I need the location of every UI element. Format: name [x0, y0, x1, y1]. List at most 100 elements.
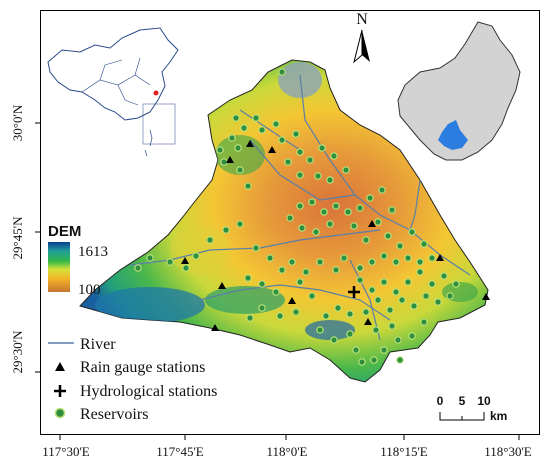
- scale-bar: 0 5 10 km: [437, 394, 508, 423]
- reservoir-marker: [316, 258, 324, 266]
- reservoir-marker: [398, 296, 406, 304]
- reservoir-marker: [244, 182, 252, 190]
- reservoir-marker: [332, 266, 340, 274]
- reservoir-marker: [246, 314, 254, 322]
- reservoir-marker: [396, 356, 404, 364]
- reservoir-marker: [356, 276, 364, 284]
- dem-legend: DEM 1613 100: [48, 223, 108, 298]
- reservoir-marker: [356, 204, 364, 212]
- reservoir-marker: [452, 280, 460, 288]
- reservoir-marker: [370, 356, 378, 364]
- reservoir-marker: [330, 336, 338, 344]
- reservoir-marker: [386, 306, 394, 314]
- rain-gauge-marker: [268, 146, 276, 153]
- reservoir-marker: [308, 198, 316, 206]
- reservoir-marker: [404, 278, 412, 286]
- reservoir-marker: [322, 312, 330, 320]
- rain-gauge-symbol: [55, 362, 65, 371]
- north-arrow-icon: N: [353, 11, 370, 64]
- rain-gauge-marker: [226, 156, 234, 163]
- reservoir-marker: [306, 156, 314, 164]
- rain-gauge-marker: [436, 254, 444, 261]
- reservoir-marker: [232, 114, 240, 122]
- reservoir-marker: [394, 336, 402, 344]
- reservoir-marker: [374, 218, 382, 226]
- reservoir-marker: [272, 288, 280, 296]
- china-inset: [47, 27, 179, 157]
- reservoir-marker: [134, 264, 142, 272]
- reservoir-marker: [296, 171, 304, 179]
- rain-gauge-marker: [181, 257, 189, 264]
- reservoir-marker: [392, 288, 400, 296]
- y-tick-label: 30°0'N: [10, 104, 25, 141]
- reservoir-marker: [384, 232, 392, 240]
- reservoir-marker: [344, 208, 352, 216]
- reservoir-marker: [314, 172, 322, 180]
- svg-text:100: 100: [78, 282, 101, 298]
- reservoir-marker: [358, 358, 366, 366]
- reservoir-marker: [368, 286, 376, 294]
- rain-gauge-stations: [181, 140, 490, 331]
- reservoir-marker: [228, 134, 236, 142]
- reservoir-marker: [356, 264, 364, 272]
- reservoir-marker: [428, 280, 436, 288]
- x-tick-label: 118°0'E: [267, 444, 308, 459]
- reservoir-marker: [296, 202, 304, 210]
- reservoir-marker: [272, 120, 280, 128]
- svg-text:5: 5: [459, 394, 466, 408]
- reservoir-marker: [340, 254, 348, 262]
- reservoir-marker: [388, 206, 396, 214]
- reservoir-marker: [276, 312, 284, 320]
- reservoirs: [134, 68, 460, 366]
- reservoir-marker: [258, 280, 266, 288]
- svg-text:Reservoirs: Reservoirs: [80, 406, 148, 423]
- svg-text:DEM: DEM: [48, 223, 81, 240]
- reservoir-marker: [258, 126, 266, 134]
- rain-gauge-marker: [288, 297, 296, 304]
- reservoir-marker: [286, 214, 294, 222]
- reservoir-marker: [380, 278, 388, 286]
- reservoir-marker: [326, 176, 334, 184]
- x-tick-label: 117°30'E: [42, 444, 90, 459]
- y-tick-label: 29°45'N: [10, 216, 25, 260]
- reservoir-marker: [350, 222, 358, 230]
- reservoir-marker: [440, 272, 448, 280]
- reservoir-marker: [346, 310, 354, 318]
- feature-legend: River Rain gauge stations Hydrological s…: [48, 336, 217, 423]
- basin-location-inset: [397, 21, 521, 161]
- reservoir-marker: [284, 158, 292, 166]
- y-tick-label: 29°30'N: [10, 330, 25, 374]
- x-tick-label: 118°15'E: [380, 444, 428, 459]
- reservoir-marker: [252, 244, 260, 252]
- reservoir-marker: [206, 236, 214, 244]
- china-outline: [47, 27, 179, 121]
- svg-text:0: 0: [437, 394, 444, 408]
- reservoir-marker: [368, 258, 376, 266]
- reservoir-marker: [362, 236, 370, 244]
- reservoir-marker: [240, 124, 248, 132]
- reservoir-marker: [216, 146, 224, 154]
- x-tick-label: 118°30'E: [484, 444, 532, 459]
- reservoir-marker: [434, 298, 442, 306]
- reservoir-marker: [416, 258, 424, 266]
- reservoir-marker: [380, 252, 388, 260]
- dem-colorbar: [48, 242, 70, 292]
- reservoir-marker: [416, 268, 424, 276]
- reservoir-marker: [220, 158, 228, 166]
- reservoir-marker: [342, 166, 350, 174]
- reservoir-marker: [396, 242, 404, 250]
- reservoir-marker: [288, 258, 296, 266]
- reservoir-marker: [236, 220, 244, 228]
- reservoir-marker: [330, 152, 338, 160]
- reservoir-marker: [346, 330, 354, 338]
- reservoir-marker: [308, 292, 316, 300]
- reservoir-marker: [428, 254, 436, 262]
- reservoir-symbol: [54, 407, 66, 419]
- rain-gauge-marker: [364, 318, 372, 325]
- hydro-symbol: [54, 385, 66, 397]
- svg-text:10: 10: [477, 394, 491, 408]
- reservoir-marker: [266, 254, 274, 262]
- reservoir-marker: [408, 228, 416, 236]
- reservoir-marker: [362, 308, 370, 316]
- reservoir-marker: [292, 308, 300, 316]
